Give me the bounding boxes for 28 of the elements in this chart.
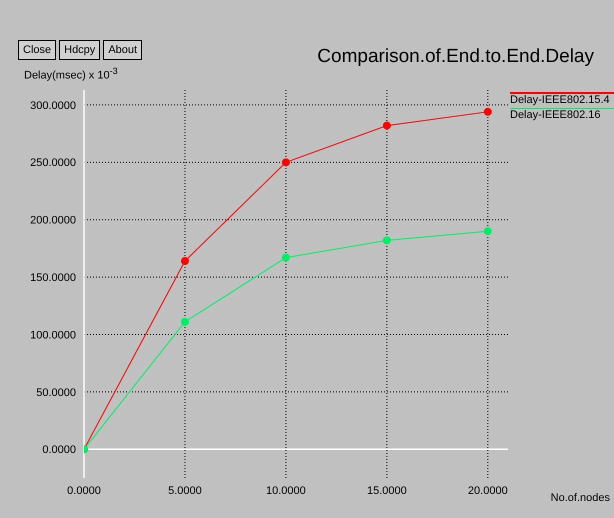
y-tick-label: 50.0000 (36, 386, 76, 399)
y-tick-label: 250.0000 (30, 157, 76, 170)
point (282, 254, 290, 262)
x-tick-label: 20.0000 (468, 484, 508, 497)
point (180, 318, 189, 326)
x-tick-label: 5.0000 (168, 484, 202, 497)
point (180, 257, 189, 266)
text: About (103, 40, 142, 60)
y-tick-label: 0.0000 (42, 444, 76, 456)
x-tick-label: 15.0000 (366, 484, 407, 497)
text: Delay-IEEE802.16 (510, 109, 602, 121)
y-tick-label: 200.0000 (30, 214, 76, 227)
y-tick-label: 150.0000 (30, 272, 76, 284)
x-axis-title: No.of.nodes (550, 492, 610, 504)
chart-title: Comparison.of.End.to.End.Delay (317, 46, 594, 68)
x-tick-label: 0.0000 (67, 484, 101, 497)
y-axis-title: Delay(msec) x 10$^{-3}$ (24, 66, 118, 82)
text: Hdcpy (59, 40, 100, 60)
point (282, 158, 290, 166)
point (382, 236, 391, 244)
x-tick-label: 10.0000 (266, 484, 306, 497)
y-tick-label: 100.0000 (30, 329, 76, 342)
point (484, 227, 492, 236)
point (484, 108, 492, 116)
y-tick-label: 300.0000 (30, 100, 76, 112)
point (382, 122, 391, 130)
text: Close (18, 40, 56, 60)
series-label: Delay-IEEE802.15.4 (510, 94, 611, 106)
